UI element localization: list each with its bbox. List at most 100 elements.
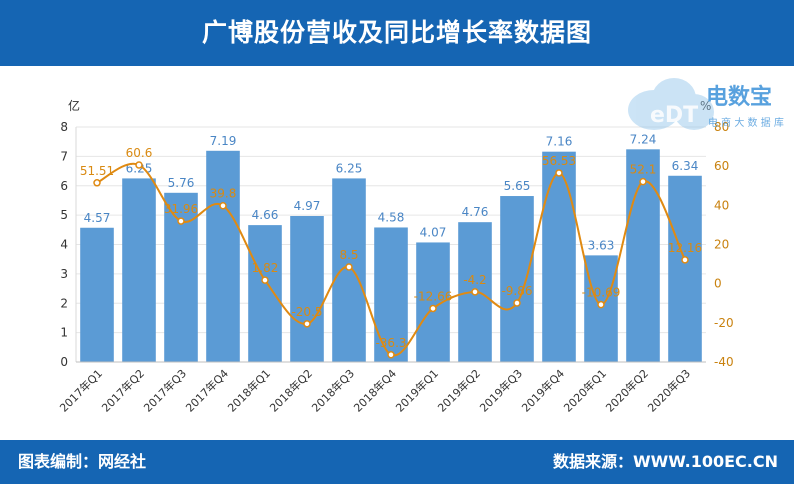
growth-point [555,169,563,177]
x-tick-label: 2020年Q2 [603,366,652,415]
revenue-bar [206,150,240,362]
footer-source: 数据来源：WWW.100EC.CN [552,452,778,471]
growth-point [597,300,605,309]
growth-point [261,276,269,284]
revenue-value-label: 4.97 [294,199,321,213]
revenue-bar [248,225,282,362]
bar-value-labels: 4.576.255.767.194.664.976.254.584.074.76… [84,132,699,252]
y-right-tick-label: 20 [714,238,729,252]
revenue-value-label: 4.57 [84,211,111,225]
growth-point [93,179,101,187]
x-tick-label: 2018年Q3 [309,366,358,415]
y-left-tick-label: 8 [60,120,68,134]
growth-value-label: -10.69 [582,286,621,300]
growth-point [513,299,521,307]
y-right-tick-label: 0 [714,277,722,291]
x-tick-label: 2018年Q1 [225,366,274,415]
growth-value-label: 39.8 [210,187,237,201]
x-tick-label: 2017年Q4 [183,366,232,415]
chart-area: 4.576.255.767.194.664.976.254.584.074.76… [57,98,734,415]
growth-value-label: 51.51 [80,164,114,178]
growth-point [471,288,479,296]
y-left-tick-label: 3 [60,267,68,281]
revenue-bar [668,175,702,362]
chart-title: 广博股份营收及同比增长率数据图 [201,18,592,47]
growth-point [387,351,395,359]
growth-value-label: 8.5 [339,248,358,262]
x-tick-label: 2017年Q2 [99,366,148,415]
growth-point [135,161,143,169]
growth-point [219,201,227,210]
x-tick-label: 2019年Q3 [477,366,526,415]
bars [80,149,702,362]
y-axis-left-label: 亿 [68,98,80,113]
revenue-value-label: 4.66 [252,208,279,222]
growth-value-label: -20.5 [291,305,322,319]
growth-point [345,263,353,271]
y-left-tick-label: 7 [60,149,68,163]
x-tick-label: 2018年Q2 [267,366,316,415]
growth-value-label: -9.86 [501,284,532,298]
revenue-value-label: 7.19 [210,134,237,148]
x-tick-label: 2020年Q3 [645,366,694,415]
revenue-bar [500,196,534,362]
revenue-value-label: 4.58 [378,210,405,224]
revenue-value-label: 6.34 [672,159,699,173]
x-tick-label: 2018年Q4 [351,366,400,415]
y-right-tick-label: 60 [714,159,729,173]
logo-name: 电数宝 [706,84,772,110]
growth-point [681,256,689,264]
growth-value-labels: 51.51 60.6 31.96 39.8 1.82 -20.5 8.5 -36.3 -12.6… [80,146,702,350]
x-tick-label: 2017年Q3 [141,366,190,415]
edt-logo: eDT 电数宝 电 商 大 数 据 库 [628,78,784,130]
revenue-bar [584,255,618,362]
y-left-tick-label: 0 [60,355,68,369]
x-tick-label: 2019年Q4 [519,366,568,415]
revenue-value-label: 4.76 [462,205,489,219]
footer-editor: 图表编制：网经社 [18,452,147,471]
growth-point [303,320,311,328]
header-bar: 广博股份营收及同比增长率数据图 [0,0,794,66]
growth-value-label: 12.16 [668,241,702,255]
revenue-bar [80,227,114,362]
growth-value-label: -12.66 [414,289,453,303]
x-tick-label: 2019年Q2 [435,366,484,415]
y-axis-right-label: % [700,99,711,113]
y-left-tick-label: 1 [60,326,68,340]
growth-value-label: 52.1 [630,163,657,177]
y-right-tick-label: -40 [714,355,734,369]
revenue-bar [122,178,156,362]
growth-point [177,217,185,225]
revenue-value-label: 3.63 [588,238,615,252]
growth-value-label: -4.2 [463,273,486,287]
growth-value-label: 31.96 [164,202,198,216]
revenue-value-label: 5.65 [504,179,531,193]
logo-tagline: 电 商 大 数 据 库 [708,116,784,129]
y-left-tick-label: 2 [60,296,68,310]
revenue-bar [290,216,324,362]
y-right-tick-label: 80 [714,120,729,134]
revenue-value-label: 4.07 [420,225,447,239]
y-left-tick-label: 6 [60,179,68,193]
growth-value-label: -36.3 [375,336,406,350]
cloud-icon [628,78,714,130]
growth-point [429,304,437,313]
y-right-tick-label: -20 [714,316,734,330]
y-left-tick-label: 5 [60,208,68,222]
revenue-value-label: 6.25 [336,161,363,175]
growth-value-label: 60.6 [126,146,153,160]
x-tick-label: 2020年Q1 [561,366,610,415]
y-left-tick-label: 4 [60,238,68,252]
x-tick-label: 2019年Q1 [393,366,442,415]
footer-bar: 图表编制：网经社 数据来源：WWW.100EC.CN [0,440,794,484]
growth-value-label: 56.53 [542,154,576,168]
y-right-tick-label: 40 [714,198,729,212]
growth-point [639,177,647,186]
growth-value-label: 1.82 [252,261,279,275]
revenue-value-label: 5.76 [168,176,195,190]
revenue-bar [542,151,576,362]
revenue-value-label: 7.24 [630,132,657,146]
revenue-value-label: 7.16 [546,135,573,149]
growth-line-series [93,161,689,359]
x-tick-label: 2017年Q1 [57,366,106,415]
